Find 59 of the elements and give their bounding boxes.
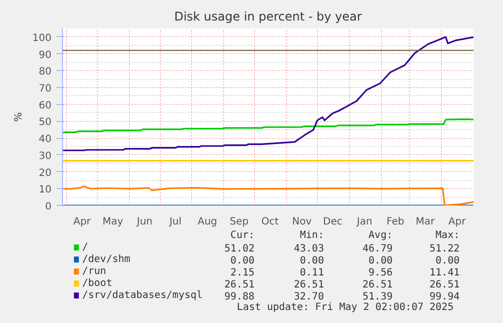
- text: Last update: Fri May 2 02:00:07 2025: [236, 302, 454, 313]
- text: Min:: [300, 230, 324, 241]
- legend-label: /run: [82, 266, 106, 277]
- x-tick-label: Mar: [416, 216, 436, 228]
- x-tick-label: Jan: [356, 216, 372, 228]
- y-tick-label: 80: [38, 66, 52, 78]
- text: 2.15: [230, 268, 255, 278]
- text: 26.51: [294, 280, 324, 290]
- x-tick-label: Sep: [230, 216, 249, 228]
- text: Cur:: [230, 230, 255, 241]
- text: 46.79: [362, 244, 393, 254]
- x-tick-label: Dec: [323, 216, 342, 228]
- y-tick-label: 10: [38, 184, 52, 196]
- y-tick-label: 40: [38, 134, 52, 146]
- text: 99.94: [430, 292, 460, 302]
- text: Avg:: [368, 230, 393, 241]
- chart-title: Disk usage in percent - by year: [174, 10, 362, 24]
- x-tick-label: Aug: [198, 216, 218, 228]
- legend-label: /dev/shm: [82, 254, 130, 265]
- y-tick-label: 100: [32, 32, 52, 44]
- y-tick-label: 0: [45, 202, 52, 212]
- y-tick-label: 30: [38, 150, 52, 162]
- x-tick-label: Jul: [168, 216, 182, 228]
- x-tick-label: Apr: [73, 216, 92, 228]
- x-tick-label: Nov: [292, 216, 312, 228]
- text: 99.88: [224, 292, 255, 302]
- x-tick-label: Apr: [448, 216, 467, 228]
- text: 0.00: [368, 256, 393, 266]
- text: 0.11: [300, 268, 324, 278]
- y-tick-label: 50: [38, 117, 52, 128]
- text: 11.41: [430, 268, 460, 278]
- text: Max:: [436, 230, 460, 241]
- text: 9.56: [368, 268, 393, 278]
- text: 32.70: [294, 292, 324, 302]
- y-axis-title: %: [13, 112, 24, 122]
- text: 26.51: [430, 280, 460, 290]
- legend-label: /: [82, 242, 88, 253]
- x-tick-label: Feb: [386, 216, 404, 228]
- y-tick-label: 90: [38, 50, 52, 61]
- text: 51.22: [430, 244, 460, 254]
- y-tick-label: 60: [38, 100, 52, 112]
- line-series: [62, 185, 474, 206]
- y-tick-label: 20: [38, 168, 52, 179]
- x-tick-label: Jun: [136, 216, 153, 228]
- line-series: [62, 36, 474, 152]
- text: 51.39: [362, 292, 393, 302]
- legend-label: /srv/databases/mysql: [82, 290, 203, 301]
- line-series: [62, 118, 474, 134]
- text: 0.00: [436, 256, 460, 266]
- y-tick-label: 70: [38, 84, 52, 94]
- text: 0.00: [230, 256, 255, 266]
- text: 0.00: [300, 256, 324, 266]
- x-tick-label: Oct: [261, 216, 279, 228]
- text: 43.03: [294, 244, 324, 254]
- x-tick-label: May: [102, 216, 124, 228]
- legend-label: /boot: [82, 278, 112, 289]
- text: 26.51: [362, 280, 393, 290]
- text: 26.51: [224, 280, 255, 290]
- text: 51.02: [224, 244, 255, 254]
